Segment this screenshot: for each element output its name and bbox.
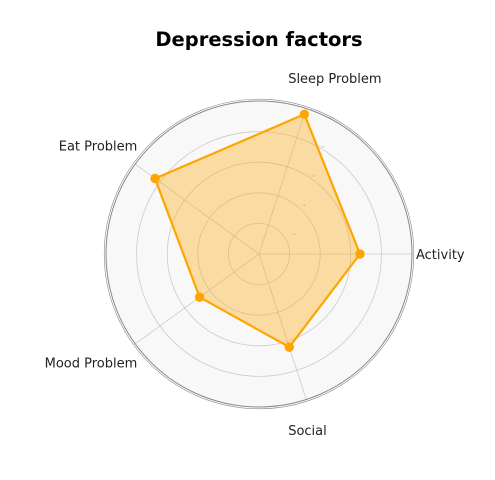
- outer-frame: [105, 100, 413, 408]
- series-1-area: [155, 114, 360, 348]
- r-tick-label-2: 0.4: [302, 205, 306, 207]
- data-point-5: [150, 173, 160, 184]
- outer-frame-outer: [103, 98, 415, 410]
- category-label-4: Mood Problem: [45, 357, 138, 372]
- data-point-4: [194, 292, 205, 302]
- category-label-2: Activity: [416, 248, 465, 263]
- plot-area: 0.2 0.4 0.6 0.8 1.0 Sleep Problem Activity Soci…: [45, 72, 465, 439]
- category-label-3: Social: [288, 424, 327, 439]
- spoke-3: [258, 253, 307, 400]
- r-tick-label-4: 0.8: [321, 147, 325, 149]
- data-point-2: [355, 249, 365, 259]
- data-point-3: [284, 342, 294, 352]
- r-tick-label-5: 1.0: [330, 117, 334, 119]
- r-tick-label-1: 0.2: [292, 234, 296, 236]
- category-label-1: Sleep Problem: [288, 72, 381, 87]
- chart-title: Depression factors: [155, 28, 362, 51]
- series-1-line: [153, 113, 362, 349]
- data-point-1: [299, 109, 310, 120]
- spoke-1: [258, 108, 307, 255]
- category-label-5: Eat Problem: [59, 139, 138, 154]
- r-tick-label-3: 0.6: [311, 176, 315, 178]
